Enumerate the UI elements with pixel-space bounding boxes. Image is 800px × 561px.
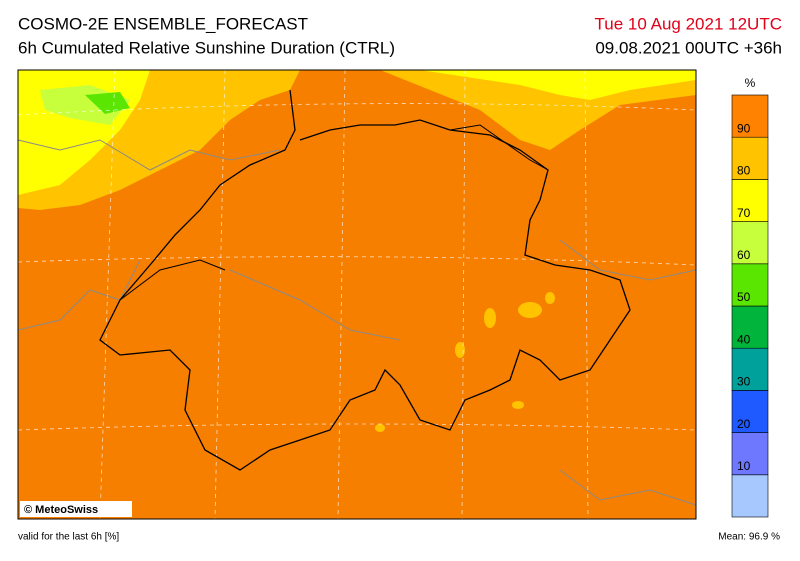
colorbar-segment [731,94,769,138]
sunshine-area [85,92,130,114]
colorbar-label: 40 [737,332,751,346]
regions [17,139,697,506]
colorbar-segment [731,263,769,307]
colorbar-label: 30 [737,375,751,389]
patches [375,292,555,432]
map: © MeteoSwiss [17,69,697,520]
colorbar-label: 70 [737,206,751,220]
colorbar-segment [731,221,769,265]
colorbar-label: 80 [737,164,751,178]
colorbar-segment [731,347,769,391]
credit: © MeteoSwiss [24,504,98,516]
colorbar-label: 20 [737,417,751,431]
run-time: 09.08.2021 00UTC +36h [595,38,782,57]
colorbar-label: 90 [737,121,751,135]
lake [449,124,549,171]
map-frame [17,69,697,520]
lake [119,259,226,301]
mean: Mean: 96.9 % [718,532,780,543]
graticule [17,69,697,520]
sunshine-area [420,70,696,100]
validity: valid for the last 6h [%] [18,532,119,543]
colorbar-segment [731,474,769,518]
title: COSMO-2E ENSEMBLE_FORECAST [18,14,308,33]
colorbar-segment [731,432,769,476]
colorbar-unit: % [745,76,756,90]
colorbar-segment [731,179,769,222]
credit-box [20,501,132,517]
subtitle: 6h Cumulated Relative Sunshine Duration … [18,38,395,57]
valid-time: Tue 10 Aug 2021 12UTC [595,14,782,33]
colorbar-label: 60 [737,248,751,262]
colorbar: % 10 20 30 40 50 60 70 80 90 [731,76,769,518]
colorbar-label: 50 [737,290,751,304]
colorbar-label: 10 [737,459,751,473]
colorbar-segment [731,390,769,433]
colorbar-segment [731,305,769,349]
